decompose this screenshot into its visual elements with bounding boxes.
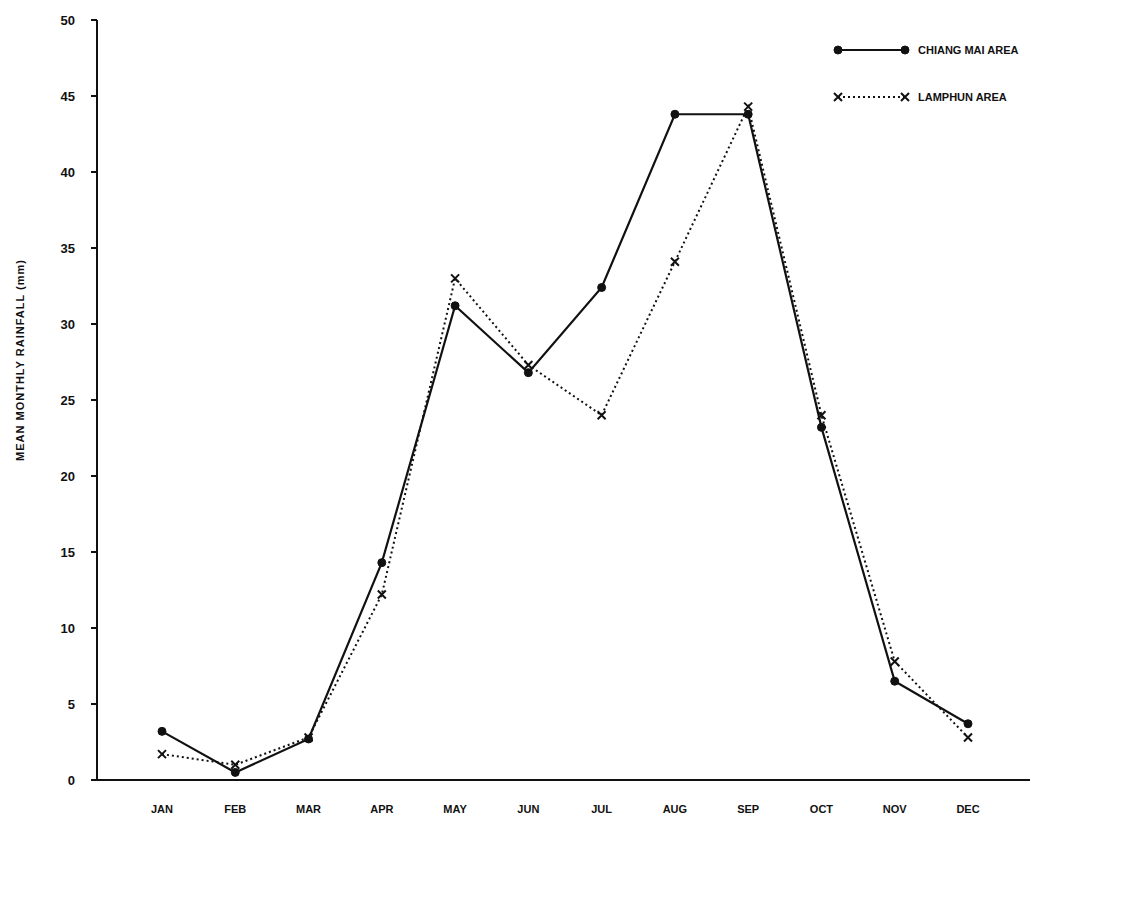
marker-x <box>891 657 899 665</box>
plot-area <box>158 103 972 777</box>
x-tick-label: SEP <box>737 803 759 815</box>
y-tick <box>91 627 97 629</box>
legend-label: LAMPHUN AREA <box>918 91 1007 103</box>
y-tick-label: 10 <box>61 621 75 636</box>
y-tick <box>91 703 97 705</box>
legend-marker <box>834 93 842 101</box>
marker-x <box>451 274 459 282</box>
marker-x <box>671 258 679 266</box>
y-tick <box>91 399 97 401</box>
marker-circle <box>598 284 606 292</box>
series-line <box>162 114 968 772</box>
y-tick-label: 50 <box>61 13 75 28</box>
y-tick-label: 40 <box>61 165 75 180</box>
x-tick-label: JUL <box>591 803 612 815</box>
x-axis <box>97 779 1030 781</box>
marker-circle <box>451 302 459 310</box>
y-tick-label: 35 <box>61 241 75 256</box>
x-tick-label: OCT <box>810 803 834 815</box>
y-tick-label: 15 <box>61 545 75 560</box>
marker-x <box>378 591 386 599</box>
x-tick-label: NOV <box>883 803 908 815</box>
marker-x <box>158 750 166 758</box>
legend-line <box>838 49 905 51</box>
marker-circle <box>891 677 899 685</box>
x-tick-label: DEC <box>956 803 979 815</box>
marker-circle <box>964 720 972 728</box>
marker-circle <box>231 768 239 776</box>
x-tick-label: MAY <box>443 803 467 815</box>
marker-circle <box>378 559 386 567</box>
marker-circle <box>158 727 166 735</box>
x-tick-label: MAR <box>296 803 321 815</box>
marker-x <box>744 103 752 111</box>
x-tick-label: JUN <box>517 803 539 815</box>
marker-x <box>817 411 825 419</box>
marker-x <box>231 761 239 769</box>
y-tick-label: 0 <box>68 773 75 788</box>
x-tick-label: APR <box>370 803 393 815</box>
y-tick <box>91 171 97 173</box>
marker-x <box>524 361 532 369</box>
y-tick-label: 5 <box>68 697 75 712</box>
chart: 0 5 10 15 20 25 30 35 40 45 50 MEAN MONTHLY RAINFAL… <box>0 0 1136 910</box>
x-tick-label: AUG <box>663 803 687 815</box>
y-tick-label: 25 <box>61 393 75 408</box>
y-tick-label: 30 <box>61 317 75 332</box>
legend-marker <box>901 93 909 101</box>
y-tick-label: 45 <box>61 89 75 104</box>
legend-marker <box>901 46 909 54</box>
y-tick <box>91 95 97 97</box>
legend-marker <box>834 46 842 54</box>
y-tick <box>91 247 97 249</box>
y-tick <box>91 475 97 477</box>
legend: CHIANG MAI AREA LAMPHUN AREA <box>834 44 1018 103</box>
y-tick <box>91 323 97 325</box>
series-line <box>162 107 968 765</box>
y-tick <box>91 19 97 21</box>
marker-x <box>598 411 606 419</box>
marker-circle <box>524 369 532 377</box>
y-tick <box>91 779 97 781</box>
legend-label: CHIANG MAI AREA <box>918 44 1018 56</box>
marker-x <box>305 733 313 741</box>
y-axis-title: MEAN MONTHLY RAINFALL (mm) <box>14 259 26 461</box>
legend-line <box>838 96 905 98</box>
marker-circle <box>671 110 679 118</box>
y-tick <box>91 551 97 553</box>
x-tick-label: FEB <box>224 803 246 815</box>
x-tick-label: JAN <box>151 803 173 815</box>
y-tick-label: 20 <box>61 469 75 484</box>
marker-x <box>964 733 972 741</box>
